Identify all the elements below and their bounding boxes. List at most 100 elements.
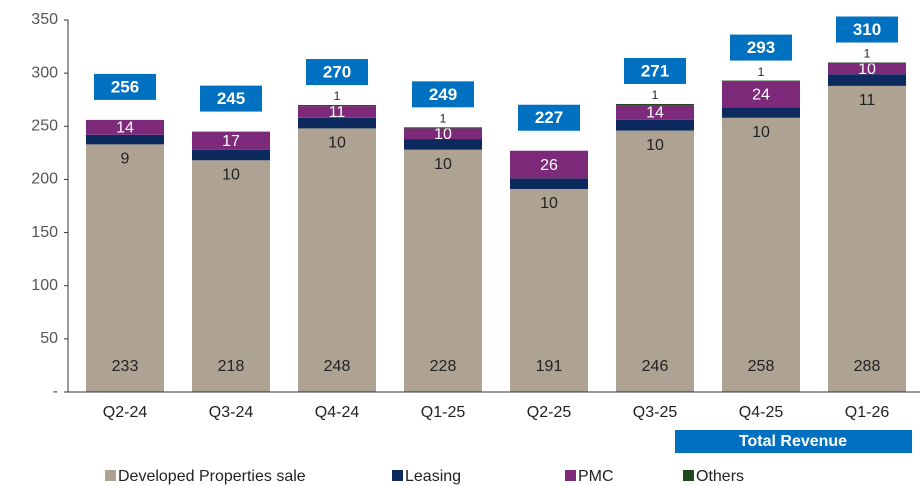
x-tick-label: Q3-25	[633, 404, 678, 421]
bar-segment	[86, 119, 164, 135]
total-label: 249	[429, 85, 457, 104]
bar-segment	[404, 128, 482, 140]
bar-segment	[828, 85, 906, 392]
x-tick-label: Q1-26	[845, 404, 890, 421]
y-tick-label: 200	[31, 171, 58, 188]
data-label: 10	[540, 195, 558, 212]
bar-segment	[86, 134, 164, 145]
totals-legend-box	[675, 430, 912, 453]
data-label: 1	[334, 89, 341, 103]
bar-segment	[616, 105, 694, 120]
data-label: 248	[324, 358, 351, 375]
data-label: 218	[218, 358, 245, 375]
data-label: 11	[859, 92, 876, 109]
data-label: 24	[752, 87, 770, 104]
data-label: 258	[748, 358, 775, 375]
data-label: 17	[222, 133, 240, 150]
data-label: 1	[758, 65, 765, 79]
bar-segment	[722, 107, 800, 118]
total-label: 245	[217, 89, 245, 108]
data-label: 10	[328, 135, 346, 152]
total-label: 271	[641, 61, 669, 80]
legend-label: Others	[696, 468, 744, 485]
legend-swatch	[683, 470, 694, 481]
bar-segment	[192, 160, 270, 392]
y-tick-label: 250	[31, 118, 58, 135]
total-box	[624, 57, 686, 84]
totals-legend-label: Total Revenue	[739, 433, 847, 450]
data-label: 10	[752, 124, 770, 141]
bar-segment	[722, 80, 800, 82]
data-label: 11	[329, 104, 346, 121]
bar-segment	[616, 103, 694, 106]
data-label: 9	[121, 151, 130, 168]
data-label: 288	[854, 358, 881, 375]
legend-label: PMC	[578, 468, 614, 485]
data-label: 26	[540, 157, 558, 174]
bar-segment	[616, 130, 694, 392]
bar-segment	[828, 74, 906, 86]
x-tick-label: Q4-25	[739, 404, 784, 421]
data-label: 228	[430, 358, 457, 375]
x-tick-label: Q2-25	[527, 404, 572, 421]
data-label: 14	[116, 120, 134, 137]
data-label: 246	[642, 358, 669, 375]
total-label: 256	[111, 77, 139, 96]
bar-segment	[298, 128, 376, 392]
data-label: 10	[222, 167, 240, 184]
y-tick-label: 50	[40, 330, 58, 347]
x-tick-label: Q1-25	[421, 404, 466, 421]
x-tick-label: Q4-24	[315, 404, 360, 421]
bar-segment	[86, 144, 164, 392]
total-box	[730, 34, 792, 61]
legend-swatch	[392, 470, 403, 481]
bar-segment	[510, 188, 588, 392]
total-label: 293	[747, 38, 775, 57]
bar-segment	[404, 149, 482, 392]
total-box	[94, 73, 156, 100]
bar-segment	[404, 127, 482, 129]
total-box	[200, 85, 262, 112]
y-tick-label: 100	[31, 277, 58, 294]
data-label: 233	[112, 358, 139, 375]
total-box	[836, 16, 898, 43]
total-box	[412, 81, 474, 108]
bar-segment	[298, 105, 376, 107]
data-label: 1	[864, 47, 871, 61]
data-label: 1	[652, 88, 659, 102]
bar-segment	[510, 150, 588, 179]
data-label: 10	[434, 156, 452, 173]
y-tick-label: 350	[31, 11, 58, 28]
total-box	[306, 59, 368, 86]
total-label: 270	[323, 63, 351, 82]
total-label: 310	[853, 20, 881, 39]
data-label: 10	[434, 126, 452, 143]
bar-segment	[722, 117, 800, 392]
y-tick-label: 300	[31, 64, 58, 81]
y-tick-label: -	[53, 383, 58, 400]
total-box	[518, 104, 580, 131]
data-label: 191	[536, 358, 563, 375]
bar-segment	[404, 139, 482, 150]
y-tick-label: 150	[31, 224, 58, 241]
bar-segment	[298, 117, 376, 129]
bar-segment	[828, 62, 906, 64]
bar-segment	[722, 81, 800, 108]
data-label: 14	[646, 105, 664, 122]
data-label: 1	[440, 112, 447, 126]
x-tick-label: Q3-24	[209, 404, 254, 421]
bar-segment	[192, 149, 270, 161]
bar-segment	[510, 178, 588, 189]
legend-label: Leasing	[405, 468, 461, 485]
legend-label: Developed Properties sale	[118, 468, 306, 485]
bar-segment	[298, 106, 376, 118]
data-label: 10	[858, 61, 876, 78]
legend-swatch	[565, 470, 576, 481]
bar-segment	[192, 131, 270, 150]
data-label: 10	[646, 137, 664, 154]
bar-segment	[616, 119, 694, 131]
total-label: 227	[535, 108, 563, 127]
bar-segment	[828, 63, 906, 75]
legend-swatch	[105, 470, 116, 481]
